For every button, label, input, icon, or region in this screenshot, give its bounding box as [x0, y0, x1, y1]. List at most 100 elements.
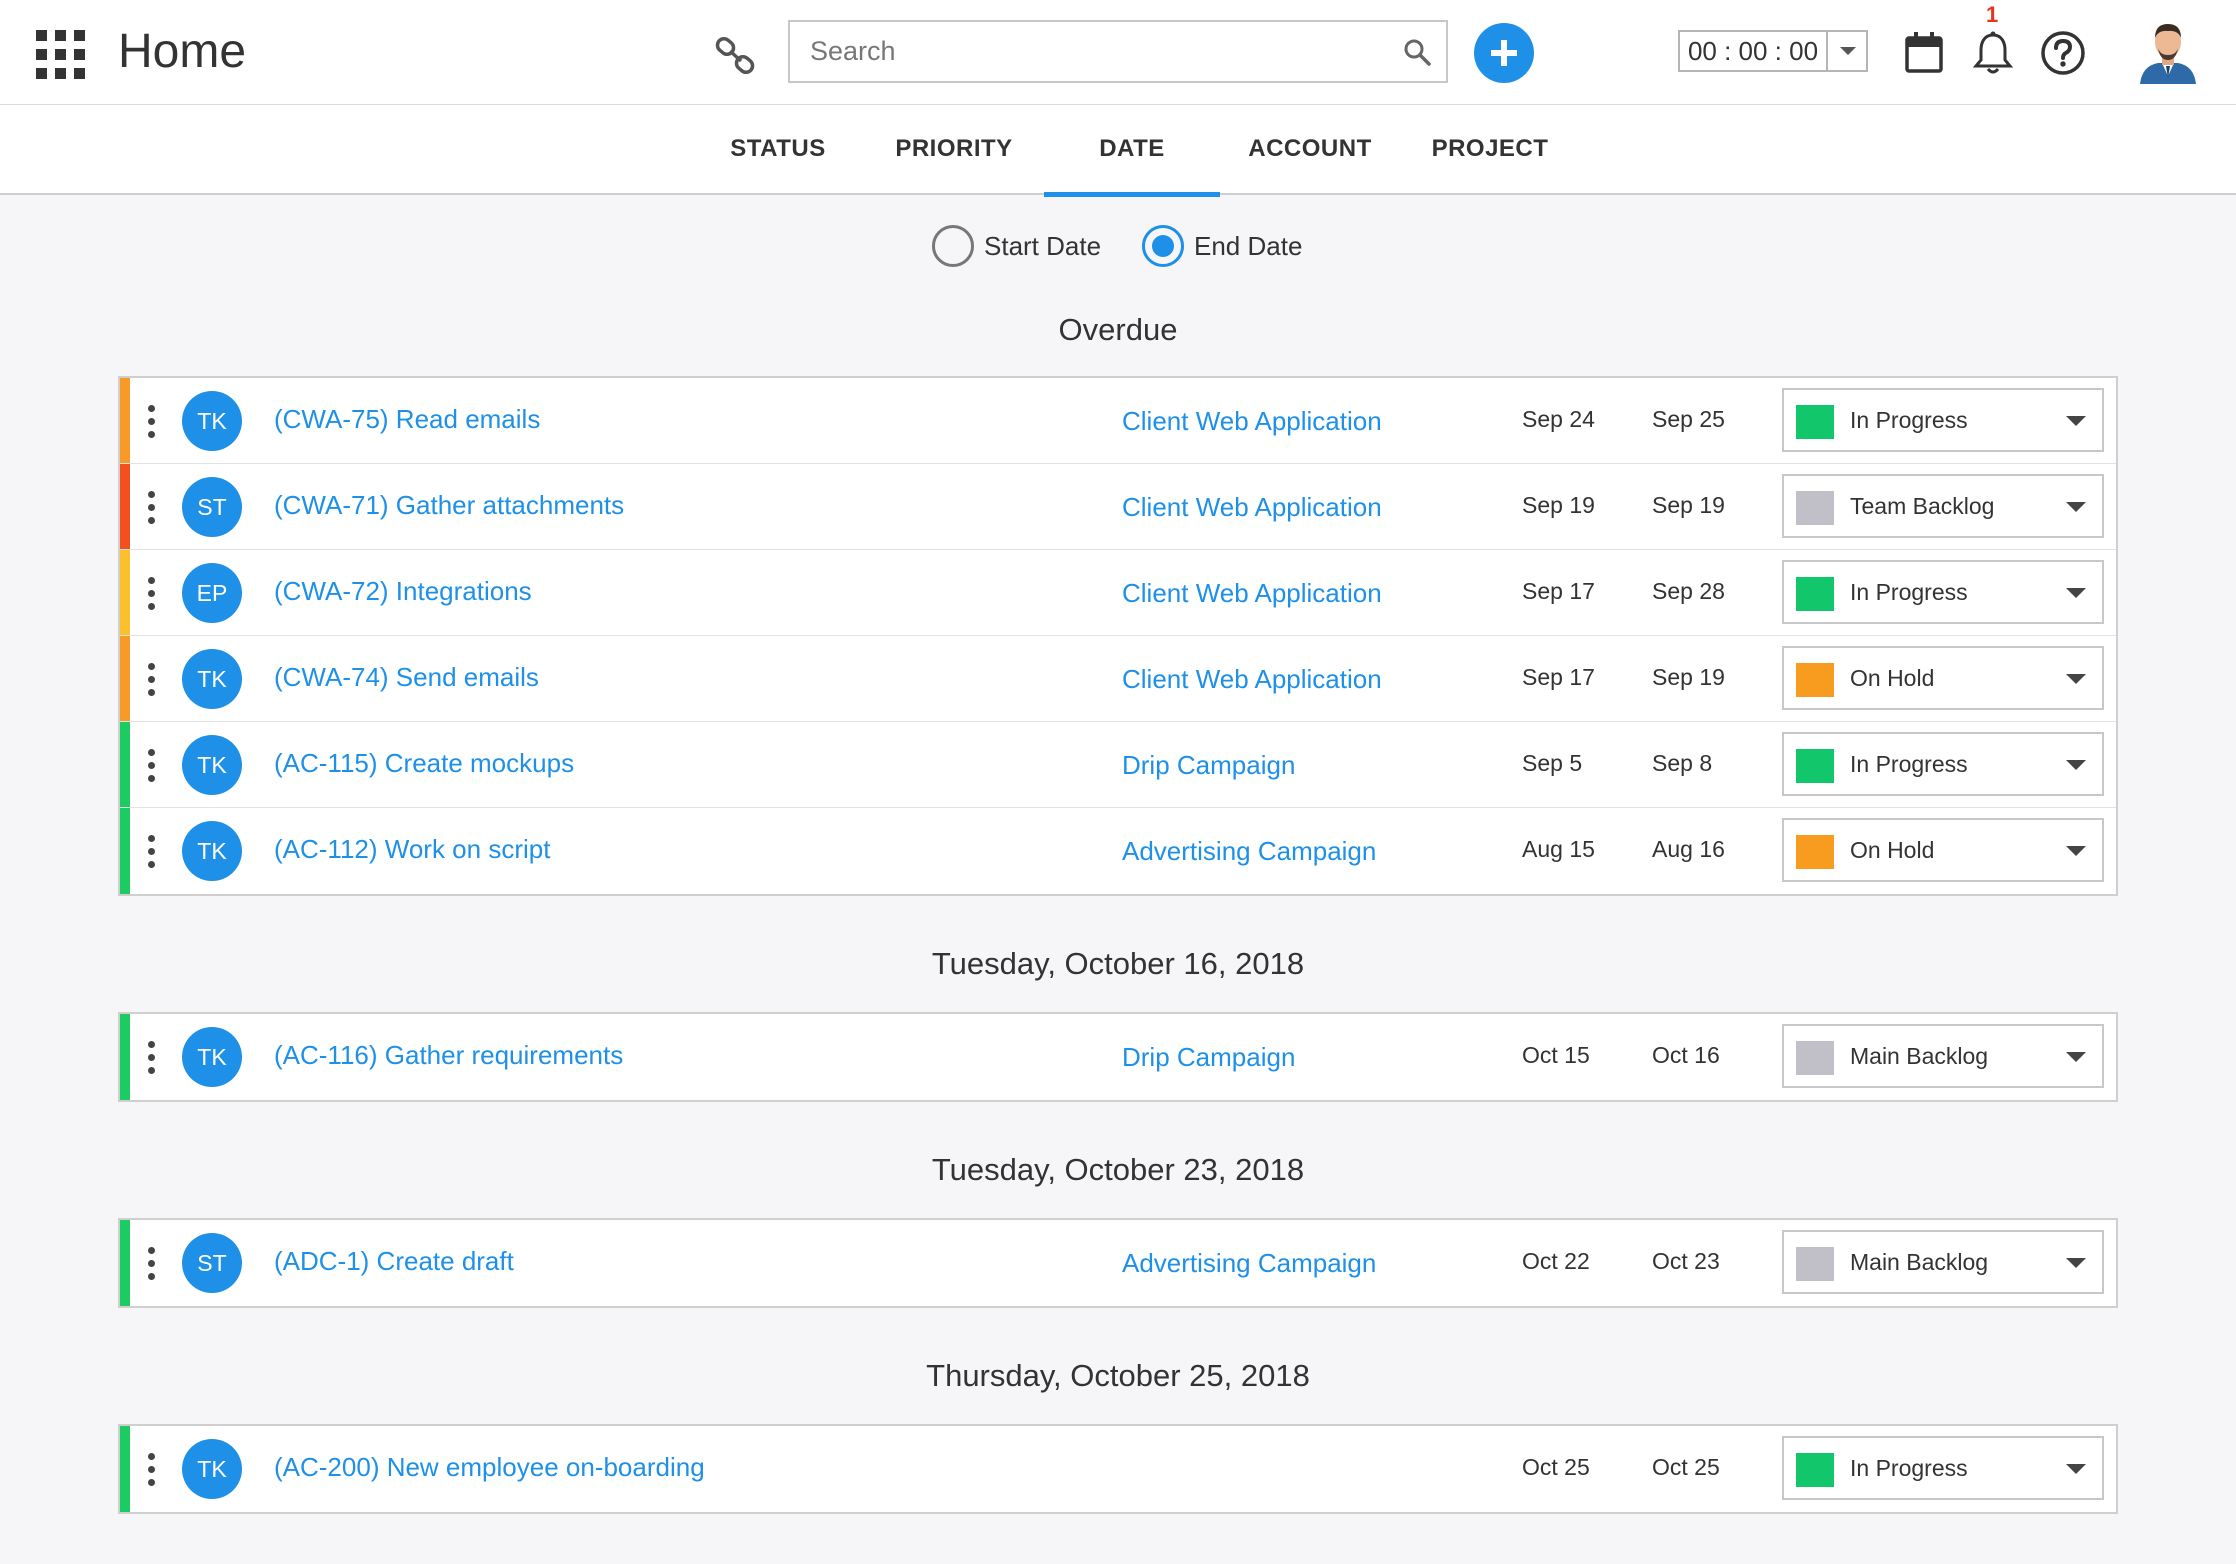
status-label: In Progress	[1850, 751, 1968, 777]
status-dropdown[interactable]: On Hold	[1782, 646, 2104, 710]
status-label: Main Backlog	[1850, 1043, 1989, 1069]
help-icon[interactable]	[2040, 30, 2086, 76]
chevron-down-icon[interactable]	[1828, 32, 1866, 70]
tab-status[interactable]: STATUS	[730, 135, 826, 162]
timer-value: 00 : 00 : 00	[1680, 32, 1828, 70]
status-color-swatch	[1796, 491, 1834, 525]
task-row[interactable]: ST (ADC-1) Create draft Advertising Campai…	[120, 1220, 2116, 1306]
project-link[interactable]: Client Web Application	[1122, 578, 1382, 608]
status-color-swatch	[1796, 1453, 1834, 1487]
end-date-radio[interactable]: End Date	[1142, 225, 1302, 267]
task-row[interactable]: TK (AC-200) New employee on-boarding Oct 2…	[120, 1426, 2116, 1512]
task-row[interactable]: TK (CWA-74) Send emails Client Web Applica…	[120, 636, 2116, 722]
more-vertical-icon[interactable]	[148, 1041, 156, 1075]
task-row[interactable]: TK (CWA-75) Read emails Client Web Applica…	[120, 378, 2116, 464]
date-filter: Start Date End Date	[0, 225, 2236, 271]
tab-project[interactable]: PROJECT	[1431, 135, 1549, 162]
project-link[interactable]: Advertising Campaign	[1122, 1248, 1377, 1278]
priority-bar	[120, 1014, 130, 1100]
more-vertical-icon[interactable]	[148, 405, 156, 439]
apps-grid-icon[interactable]	[36, 30, 86, 79]
tab-date[interactable]: DATE	[1044, 105, 1220, 197]
assignee-avatar[interactable]: TK	[182, 735, 242, 795]
status-dropdown[interactable]: In Progress	[1782, 732, 2104, 796]
task-title-link[interactable]: (AC-116) Gather requirements	[274, 1040, 624, 1070]
task-title-link[interactable]: (CWA-72) Integrations	[274, 576, 532, 606]
assignee-avatar[interactable]: EP	[182, 563, 242, 623]
more-vertical-icon[interactable]	[148, 577, 156, 611]
user-avatar[interactable]	[2136, 18, 2200, 84]
end-date: Sep 25	[1652, 406, 1725, 432]
tab-account[interactable]: ACCOUNT	[1248, 135, 1372, 162]
end-date: Oct 23	[1652, 1248, 1720, 1274]
task-row[interactable]: EP (CWA-72) Integrations Client Web Applic…	[120, 550, 2116, 636]
task-group: ST (ADC-1) Create draft Advertising Campai…	[118, 1218, 2118, 1308]
chevron-down-icon	[2066, 674, 2086, 684]
group-title: Tuesday, October 23, 2018	[931, 1152, 1305, 1187]
more-vertical-icon[interactable]	[148, 835, 156, 869]
task-title-link[interactable]: (CWA-75) Read emails	[274, 404, 541, 434]
status-dropdown[interactable]: Main Backlog	[1782, 1024, 2104, 1088]
chevron-down-icon	[2066, 416, 2086, 426]
search-input[interactable]	[790, 22, 1370, 81]
task-row[interactable]: TK (AC-115) Create mockups Drip Campaign Se…	[120, 722, 2116, 808]
task-row[interactable]: TK (AC-116) Gather requirements Drip Campa…	[120, 1014, 2116, 1100]
task-title-link[interactable]: (CWA-71) Gather attachments	[274, 490, 625, 520]
task-row[interactable]: TK (AC-112) Work on script Advertising Cam…	[120, 808, 2116, 894]
priority-bar	[120, 1426, 130, 1512]
end-date-label: End Date	[1194, 230, 1303, 261]
start-date: Sep 24	[1522, 406, 1595, 432]
priority-bar	[120, 464, 130, 549]
more-vertical-icon[interactable]	[148, 491, 156, 525]
task-group: TK (AC-200) New employee on-boarding Oct 2…	[118, 1424, 2118, 1514]
task-title-link[interactable]: (ADC-1) Create draft	[274, 1246, 514, 1276]
assignee-avatar[interactable]: TK	[182, 1439, 242, 1499]
task-title-link[interactable]: (AC-200) New employee on-boarding	[274, 1452, 705, 1482]
status-dropdown[interactable]: In Progress	[1782, 560, 2104, 624]
priority-bar	[120, 722, 130, 807]
project-link[interactable]: Client Web Application	[1122, 664, 1382, 694]
status-label: In Progress	[1850, 1455, 1968, 1481]
project-link[interactable]: Client Web Application	[1122, 406, 1382, 436]
assignee-avatar[interactable]: TK	[182, 391, 242, 451]
timer-control[interactable]: 00 : 00 : 00	[1678, 30, 1868, 72]
status-dropdown[interactable]: In Progress	[1782, 1436, 2104, 1500]
radio-circle	[1142, 225, 1184, 267]
tab-priority[interactable]: PRIORITY	[895, 135, 1013, 162]
status-dropdown[interactable]: Main Backlog	[1782, 1230, 2104, 1294]
assignee-avatar[interactable]: TK	[182, 649, 242, 709]
add-button[interactable]	[1474, 23, 1534, 83]
start-date: Sep 5	[1522, 750, 1583, 776]
more-vertical-icon[interactable]	[148, 1453, 156, 1487]
task-group: TK (CWA-75) Read emails Client Web Applica…	[118, 376, 2118, 896]
chevron-down-icon	[2066, 1464, 2086, 1474]
bell-icon[interactable]	[1972, 30, 2014, 76]
status-dropdown[interactable]: In Progress	[1782, 388, 2104, 452]
assignee-avatar[interactable]: ST	[182, 477, 242, 537]
assignee-avatar[interactable]: TK	[182, 1027, 242, 1087]
assignee-avatar[interactable]: ST	[182, 1233, 242, 1293]
project-link[interactable]: Drip Campaign	[1122, 1042, 1296, 1072]
status-label: On Hold	[1850, 837, 1935, 863]
status-dropdown[interactable]: On Hold	[1782, 818, 2104, 882]
project-link[interactable]: Drip Campaign	[1122, 750, 1296, 780]
task-title-link[interactable]: (CWA-74) Send emails	[274, 662, 539, 692]
priority-bar	[120, 636, 130, 721]
status-dropdown[interactable]: Team Backlog	[1782, 474, 2104, 538]
more-vertical-icon[interactable]	[148, 1247, 156, 1281]
calendar-icon[interactable]	[1904, 30, 1944, 74]
link-icon[interactable]	[714, 34, 758, 78]
task-row[interactable]: ST (CWA-71) Gather attachments Client Web …	[120, 464, 2116, 550]
task-title-link[interactable]: (AC-115) Create mockups	[274, 748, 575, 778]
search-box	[788, 20, 1448, 83]
more-vertical-icon[interactable]	[148, 663, 156, 697]
priority-bar	[120, 378, 130, 463]
project-link[interactable]: Client Web Application	[1122, 492, 1382, 522]
search-icon[interactable]	[1402, 37, 1432, 67]
more-vertical-icon[interactable]	[148, 749, 156, 783]
assignee-avatar[interactable]: TK	[182, 821, 242, 881]
task-title-link[interactable]: (AC-112) Work on script	[274, 834, 551, 864]
project-link[interactable]: Advertising Campaign	[1122, 836, 1377, 866]
end-date: Sep 19	[1652, 664, 1725, 690]
start-date-radio[interactable]: Start Date	[932, 225, 1101, 267]
